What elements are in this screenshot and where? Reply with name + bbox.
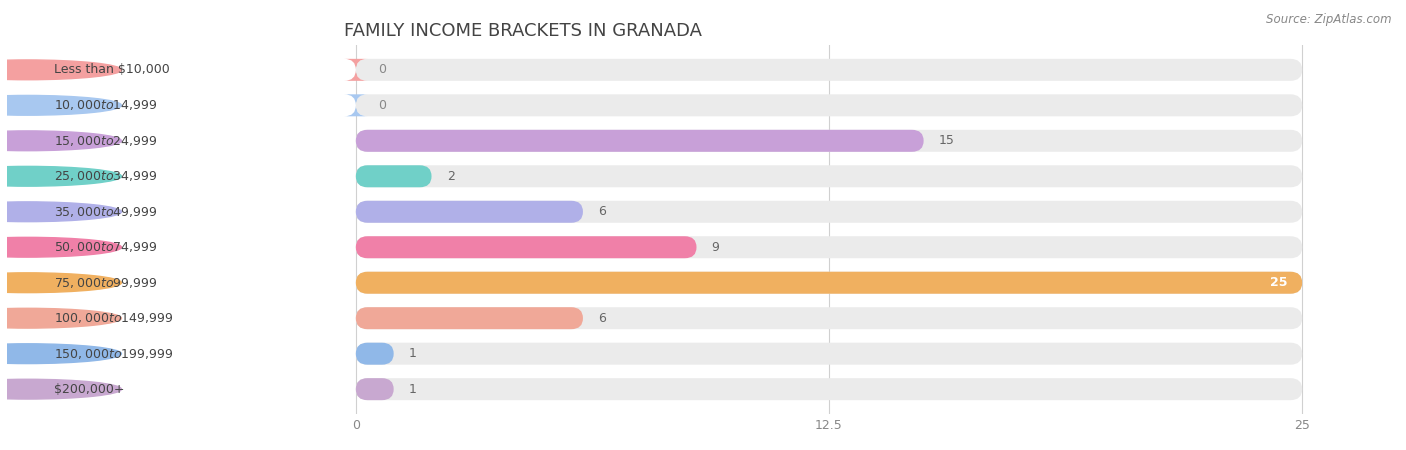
FancyBboxPatch shape: [356, 272, 1302, 294]
Text: 0: 0: [378, 63, 387, 76]
Circle shape: [0, 237, 121, 257]
Circle shape: [0, 379, 121, 399]
FancyBboxPatch shape: [10, 165, 330, 187]
FancyBboxPatch shape: [10, 378, 330, 400]
Text: 15: 15: [939, 134, 955, 147]
Text: $75,000 to $99,999: $75,000 to $99,999: [55, 276, 157, 290]
Text: Source: ZipAtlas.com: Source: ZipAtlas.com: [1267, 14, 1392, 27]
FancyBboxPatch shape: [10, 201, 330, 223]
FancyBboxPatch shape: [356, 343, 1302, 364]
FancyBboxPatch shape: [356, 378, 394, 400]
Circle shape: [0, 344, 121, 364]
FancyBboxPatch shape: [356, 130, 924, 152]
Circle shape: [0, 95, 121, 115]
Text: $50,000 to $74,999: $50,000 to $74,999: [55, 240, 157, 254]
Circle shape: [0, 131, 121, 151]
FancyBboxPatch shape: [356, 343, 394, 364]
FancyBboxPatch shape: [356, 307, 583, 329]
FancyBboxPatch shape: [356, 378, 1302, 400]
Text: 2: 2: [447, 170, 454, 183]
FancyBboxPatch shape: [356, 236, 696, 258]
Circle shape: [0, 60, 121, 80]
FancyBboxPatch shape: [10, 272, 330, 294]
Text: 0: 0: [378, 99, 387, 112]
Text: Less than $10,000: Less than $10,000: [55, 63, 170, 76]
Text: $15,000 to $24,999: $15,000 to $24,999: [55, 134, 157, 148]
Text: 9: 9: [711, 241, 720, 254]
FancyBboxPatch shape: [356, 307, 1302, 329]
FancyBboxPatch shape: [356, 201, 1302, 223]
FancyBboxPatch shape: [356, 165, 432, 187]
Circle shape: [0, 308, 121, 328]
FancyBboxPatch shape: [10, 130, 330, 152]
Text: 25: 25: [1270, 276, 1286, 289]
FancyBboxPatch shape: [10, 343, 330, 364]
Text: $10,000 to $14,999: $10,000 to $14,999: [55, 98, 157, 112]
Text: $35,000 to $49,999: $35,000 to $49,999: [55, 205, 157, 219]
FancyBboxPatch shape: [356, 94, 1302, 116]
Circle shape: [0, 202, 121, 222]
Text: 6: 6: [598, 312, 606, 325]
FancyBboxPatch shape: [356, 272, 1302, 294]
Text: FAMILY INCOME BRACKETS IN GRANADA: FAMILY INCOME BRACKETS IN GRANADA: [344, 22, 703, 40]
Text: $150,000 to $199,999: $150,000 to $199,999: [55, 346, 174, 361]
FancyBboxPatch shape: [10, 236, 330, 258]
Text: 1: 1: [409, 347, 416, 360]
Text: 6: 6: [598, 205, 606, 218]
FancyBboxPatch shape: [344, 59, 367, 81]
Text: 1: 1: [409, 382, 416, 396]
FancyBboxPatch shape: [10, 94, 330, 116]
Text: $25,000 to $34,999: $25,000 to $34,999: [55, 169, 157, 183]
FancyBboxPatch shape: [356, 201, 583, 223]
FancyBboxPatch shape: [356, 165, 1302, 187]
Circle shape: [0, 166, 121, 186]
FancyBboxPatch shape: [356, 236, 1302, 258]
Circle shape: [0, 273, 121, 292]
Text: $200,000+: $200,000+: [55, 382, 125, 396]
FancyBboxPatch shape: [10, 59, 330, 81]
Text: $100,000 to $149,999: $100,000 to $149,999: [55, 311, 174, 325]
FancyBboxPatch shape: [356, 130, 1302, 152]
FancyBboxPatch shape: [10, 307, 330, 329]
FancyBboxPatch shape: [356, 59, 1302, 81]
FancyBboxPatch shape: [344, 94, 367, 116]
